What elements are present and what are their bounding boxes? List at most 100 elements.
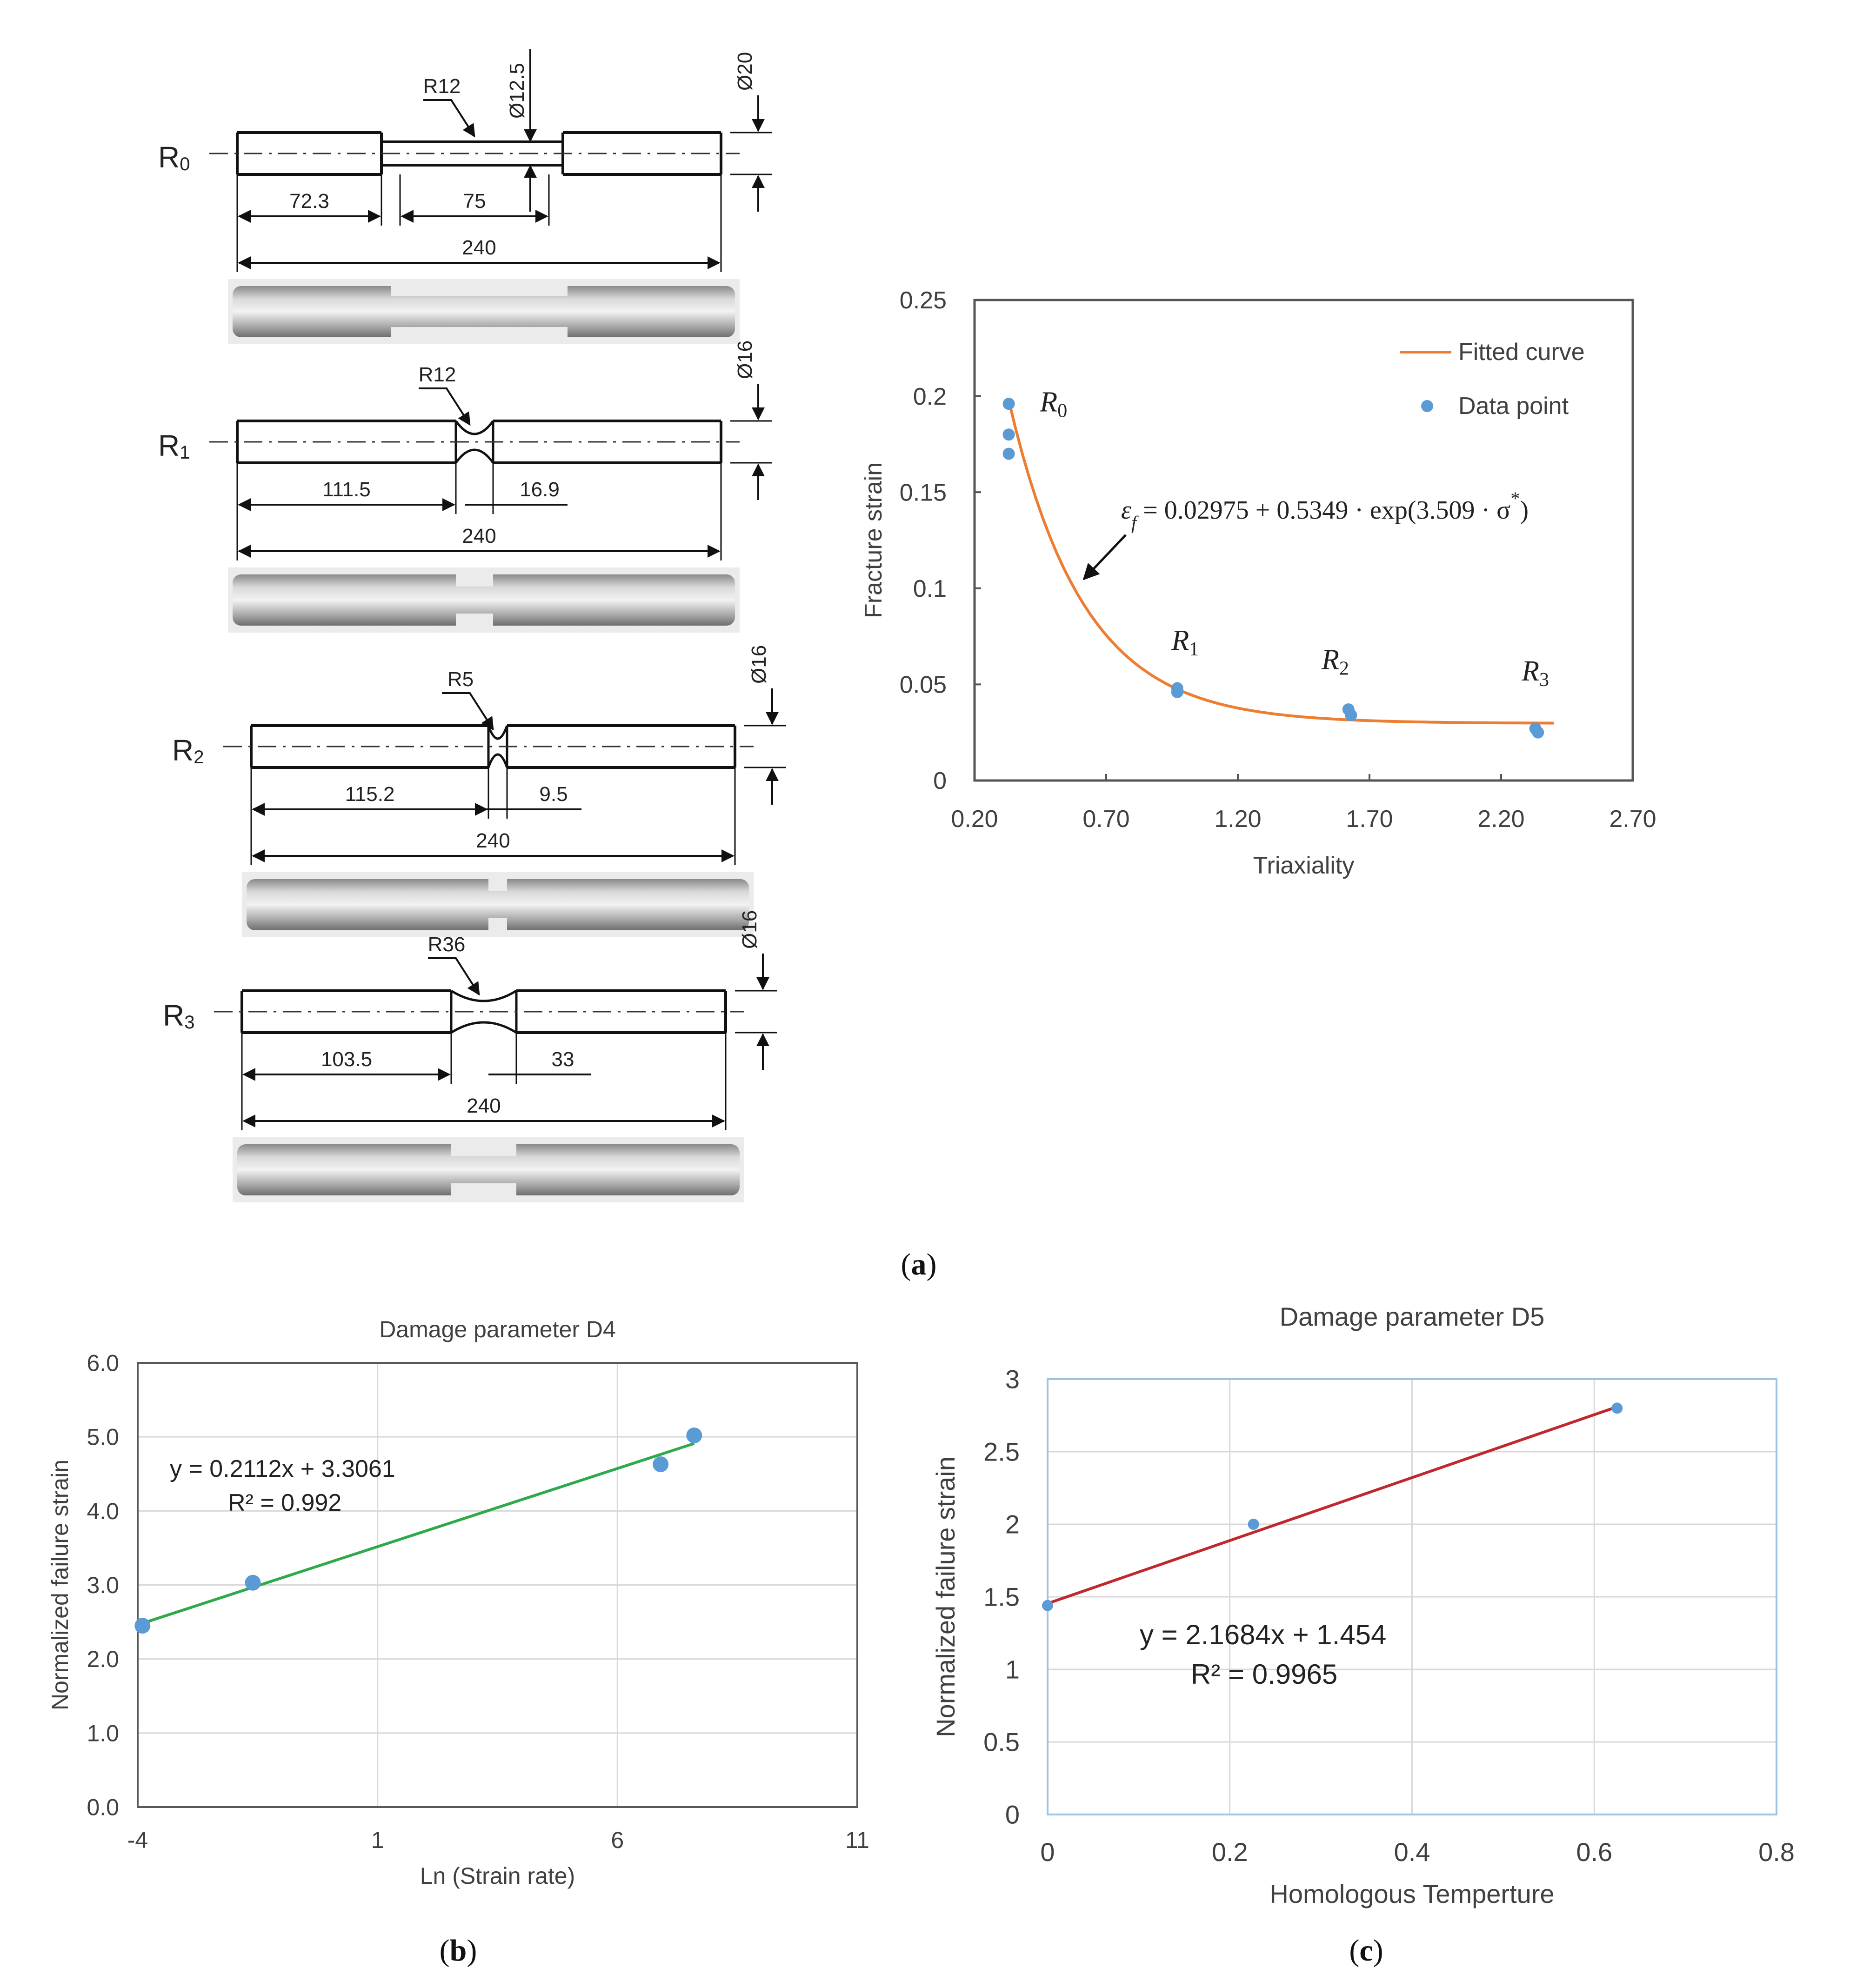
dim-label: 111.5: [322, 478, 371, 501]
chart-title: Damage parameter D4: [379, 1316, 616, 1342]
x-tick-label: 0.70: [1082, 806, 1129, 833]
dim-label: 33: [552, 1048, 574, 1071]
data-point: [1532, 726, 1544, 739]
dim-label: 115.2: [345, 783, 395, 806]
data-point: [686, 1427, 702, 1443]
y-tick-label: 4.0: [87, 1498, 119, 1524]
x-tick-label: 2.70: [1609, 806, 1656, 833]
fit-r2-line: R² = 0.9965: [1191, 1659, 1337, 1690]
panel-label-c: (c): [1349, 1934, 1383, 1968]
specimen-R2: R2 R5 Ø16 115.2 9.5 240: [172, 645, 786, 937]
dim-label: 103.5: [321, 1048, 372, 1071]
y-tick-label: 0.2: [913, 383, 947, 410]
y-tick-label: 3.0: [87, 1572, 119, 1598]
data-point: [1002, 428, 1015, 441]
x-tick-label: -4: [127, 1827, 148, 1853]
data-point: [653, 1456, 669, 1473]
y-tick-label: 1: [1005, 1655, 1020, 1684]
x-tick-label: 0.2: [1212, 1837, 1248, 1867]
data-point: [1611, 1402, 1623, 1414]
data-point: [1171, 686, 1183, 698]
y-tick-label: 2.5: [983, 1437, 1020, 1467]
diameter-label: Ø16: [748, 645, 770, 684]
specimen-photo-neck: [456, 574, 493, 587]
y-tick-label: 0.1: [913, 575, 947, 602]
point-label: R3: [1521, 655, 1549, 691]
specimen-photo-neck: [488, 879, 507, 891]
diameter-label: Ø16: [734, 340, 756, 379]
y-tick-label: 5.0: [87, 1424, 119, 1450]
center-diameter-label: Ø12.5: [506, 63, 528, 119]
y-axis-label: Normalized failure strain: [931, 1456, 960, 1737]
dim-label: 72.3: [289, 190, 329, 213]
legend-marker-data: [1421, 400, 1433, 412]
specimen-photo-neck: [391, 286, 568, 296]
fit-r2-line: R² = 0.992: [228, 1489, 341, 1516]
dim-label: 240: [476, 829, 510, 852]
data-point: [134, 1618, 151, 1634]
data-point: [1248, 1519, 1259, 1530]
plot-area-border: [1047, 1378, 1777, 1815]
panel-label-b: (b): [440, 1934, 477, 1968]
x-tick-label: 0.6: [1576, 1837, 1612, 1867]
data-point: [245, 1574, 261, 1591]
dim-label: 16.9: [520, 478, 560, 501]
x-axis-label: Ln (Strain rate): [420, 1863, 575, 1889]
y-axis-label: Fracture strain: [860, 462, 887, 618]
series-line-trend: [142, 1442, 695, 1625]
specimen-R3: R3 R36 Ø16 103.5 33 240: [163, 910, 777, 1202]
chart-c: 0 0.2 0.4 0.6 0.8 0 0.5 1 1.5 2 2.5 3 Homologous Tem…: [931, 1302, 1795, 1908]
notch-radius-label: R5: [447, 668, 474, 691]
fit-equation-line: y = 0.2112x + 3.3061: [170, 1455, 395, 1482]
diameter-label: Ø20: [734, 52, 756, 91]
notch-radius-arrow: [419, 387, 471, 426]
notch-radius-label: R36: [428, 933, 466, 956]
x-tick-label: 1: [371, 1827, 384, 1853]
y-tick-label: 0.15: [900, 479, 947, 506]
chart-b: -4 1 6 11 0.0 1.0 2.0 3.0 4.0 5.0 6.0 Ln (Strain ra…: [47, 1316, 869, 1889]
point-label: R1: [1171, 625, 1199, 660]
data-point: [1002, 398, 1015, 410]
y-tick-label: 1.5: [983, 1582, 1020, 1612]
specimen-notch: [454, 448, 494, 464]
y-tick-label: 0: [1005, 1800, 1020, 1829]
x-tick-label: 6: [611, 1827, 624, 1853]
specimen-notch: [487, 753, 508, 768]
notch-radius-label: R12: [419, 363, 456, 386]
equation-arrow: [1082, 534, 1127, 580]
y-tick-label: 3: [1005, 1365, 1020, 1394]
fit-equation-line: y = 2.1684x + 1.454: [1140, 1619, 1386, 1650]
plot-area-border: [973, 299, 1634, 782]
y-tick-label: 0.0: [87, 1795, 119, 1821]
specimen-photo: [237, 1144, 740, 1195]
x-tick-label: 0.20: [951, 806, 998, 833]
specimen-R0: R0 R12 Ø20 Ø12.5 72.3 75 240: [158, 49, 772, 344]
legend: Fitted curve Data point: [1400, 339, 1585, 420]
x-tick-label: 1.20: [1214, 806, 1261, 833]
chart-a: 0.20 0.70 1.20 1.70 2.20 2.70 0 0.05 0.1 0.15 0.2 0…: [860, 287, 1656, 879]
notch-radius-label: R12: [423, 75, 461, 98]
point-label: R0: [1039, 387, 1067, 422]
diameter-label: Ø16: [738, 910, 761, 949]
specimen-photo-neck: [488, 918, 507, 930]
x-tick-label: 1.70: [1346, 806, 1393, 833]
dim-label: 240: [467, 1094, 501, 1117]
y-axis-label: Normalized failure strain: [47, 1460, 73, 1710]
specimen-R1: R1 R12 Ø16 111.5 16.9 240: [158, 340, 772, 633]
specimen-label: R3: [163, 999, 194, 1033]
legend-label-fitted: Fitted curve: [1458, 339, 1585, 366]
specimen-photo-neck: [451, 1144, 516, 1156]
x-tick-label: 11: [845, 1827, 869, 1853]
dim-label: 240: [462, 236, 496, 259]
y-tick-label: 2.0: [87, 1646, 119, 1672]
panel-label-a: (a): [901, 1248, 937, 1281]
y-tick-label: 0.05: [900, 672, 947, 699]
x-axis-label: Homologous Temperture: [1269, 1879, 1554, 1908]
fit-equation: εf = 0.02975 + 0.5349 · exp(3.509 · σ*): [1121, 488, 1529, 533]
series-line-trend: [1047, 1405, 1618, 1605]
x-tick-label: 0.4: [1394, 1837, 1430, 1867]
y-tick-label: 6.0: [87, 1350, 119, 1376]
y-tick-label: 1.0: [87, 1720, 119, 1746]
specimen-photo: [233, 574, 735, 626]
chart-title: Damage parameter D5: [1280, 1302, 1545, 1331]
